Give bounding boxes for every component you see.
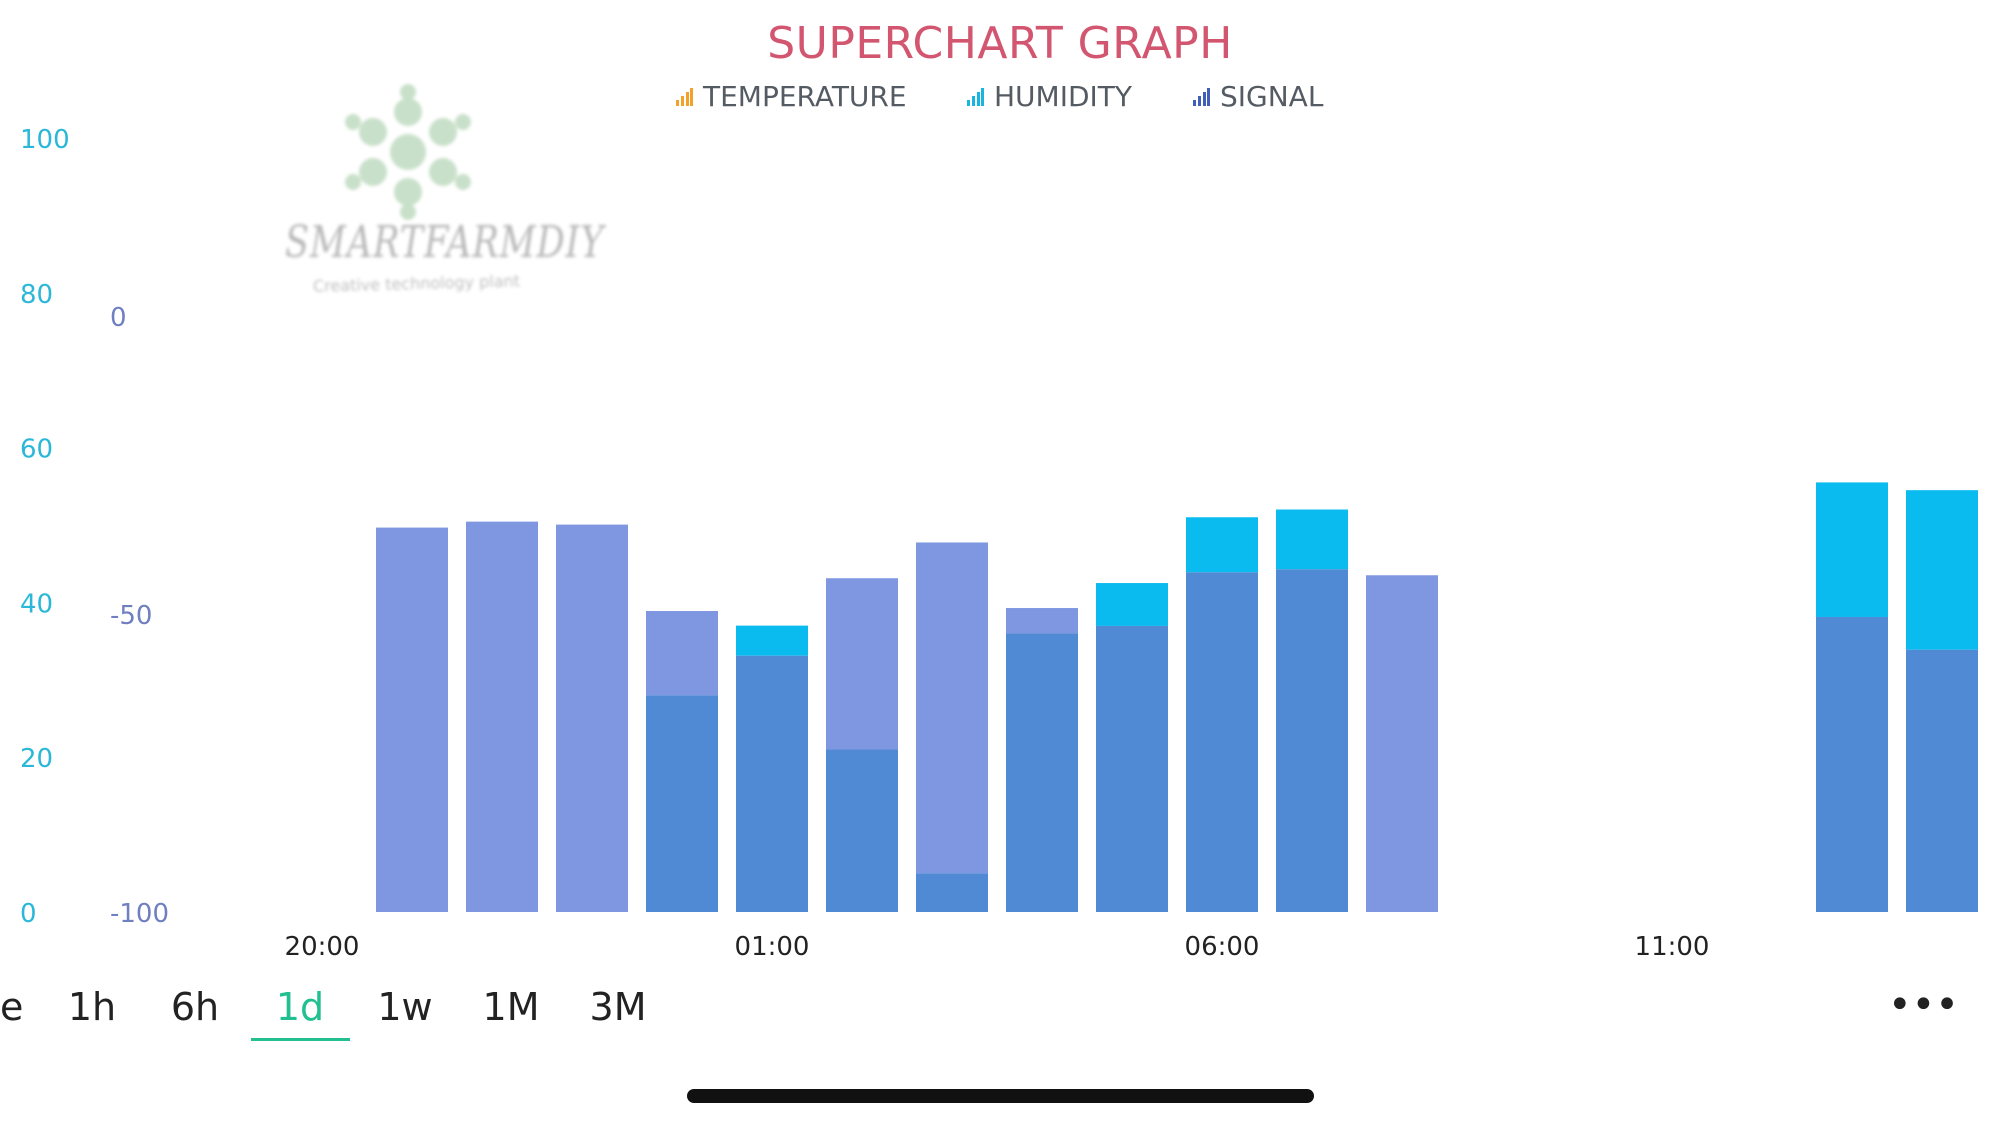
signal-bar bbox=[646, 611, 718, 696]
y-left-tick-label: 20 bbox=[20, 744, 53, 774]
signal-bar bbox=[376, 527, 448, 912]
overlap-bar bbox=[1906, 649, 1978, 912]
overlap-bar bbox=[826, 749, 898, 912]
y-right-tick-label: -50 bbox=[110, 601, 152, 631]
y-left-tick-label: 60 bbox=[20, 435, 53, 465]
legend-humidity[interactable]: HUMIDITY bbox=[966, 80, 1132, 113]
selected-range-underline bbox=[251, 1038, 350, 1041]
snowflake-logo-icon bbox=[345, 84, 471, 220]
range-option-1M[interactable]: 1M bbox=[482, 985, 540, 1029]
overlap-bar bbox=[1816, 616, 1888, 912]
signal-bar bbox=[916, 542, 988, 874]
y-left-tick-label: 0 bbox=[20, 899, 37, 929]
bar-chart-icon bbox=[676, 87, 693, 106]
humidity-bar bbox=[1096, 583, 1168, 626]
legend-label: TEMPERATURE bbox=[703, 80, 907, 113]
signal-bar bbox=[826, 578, 898, 750]
brand-watermark: SMARTFARMDIY Creative technology plant bbox=[275, 82, 603, 302]
bar-chart-icon bbox=[1193, 87, 1210, 106]
overlap-bar bbox=[1276, 569, 1348, 912]
signal-bar bbox=[1366, 575, 1438, 912]
legend-signal[interactable]: SIGNAL bbox=[1192, 80, 1323, 113]
x-tick-label: 20:00 bbox=[285, 932, 360, 962]
overlap-bar bbox=[736, 655, 808, 912]
range-option-3M[interactable]: 3M bbox=[589, 985, 647, 1029]
range-option-1h[interactable]: 1h bbox=[67, 985, 117, 1029]
x-tick-label: 06:00 bbox=[1185, 932, 1260, 962]
signal-bar bbox=[556, 524, 628, 912]
overlap-bar bbox=[1186, 572, 1258, 912]
range-selector: e 1h 6h 1d 1w 1M 3M bbox=[0, 985, 700, 1045]
legend-temperature[interactable]: TEMPERATURE bbox=[675, 80, 907, 113]
overlap-bar bbox=[1096, 625, 1168, 912]
humidity-bar bbox=[1906, 490, 1978, 650]
overlap-bar bbox=[646, 695, 718, 912]
humidity-bar bbox=[736, 625, 808, 656]
more-options-button[interactable]: ••• bbox=[1888, 982, 1959, 1028]
range-option-6h[interactable]: 6h bbox=[170, 985, 220, 1029]
y-right-tick-label: -100 bbox=[110, 899, 169, 929]
signal-bar bbox=[1006, 608, 1078, 634]
home-indicator[interactable] bbox=[687, 1089, 1314, 1103]
range-option-1d[interactable]: 1d bbox=[275, 985, 325, 1029]
y-left-tick-label: 40 bbox=[20, 589, 53, 619]
bar-chart: 100 80 60 40 20 0 0 -50 -100 20:00 01:00 06:00 11:00 bbox=[20, 125, 1978, 962]
signal-bar bbox=[466, 521, 538, 912]
legend-label: SIGNAL bbox=[1220, 80, 1324, 113]
x-tick-label: 11:00 bbox=[1635, 932, 1710, 962]
watermark-brand: SMARTFARMDIY bbox=[285, 217, 605, 268]
humidity-bar bbox=[1186, 517, 1258, 573]
chart-title: SUPERCHART GRAPH bbox=[767, 18, 1233, 69]
x-tick-label: 01:00 bbox=[735, 932, 810, 962]
legend-label: HUMIDITY bbox=[994, 80, 1132, 113]
humidity-bar bbox=[1816, 482, 1888, 617]
y-right-tick-label: 0 bbox=[110, 303, 127, 333]
overlap-bar bbox=[916, 873, 988, 912]
y-left-tick-label: 100 bbox=[20, 125, 70, 155]
range-option-live[interactable]: e bbox=[0, 985, 24, 1029]
overlap-bar bbox=[1006, 633, 1078, 912]
bar-chart-icon bbox=[967, 87, 984, 106]
y-left-tick-label: 80 bbox=[20, 280, 53, 310]
range-option-1w[interactable]: 1w bbox=[377, 985, 433, 1029]
humidity-bar bbox=[1276, 509, 1348, 570]
